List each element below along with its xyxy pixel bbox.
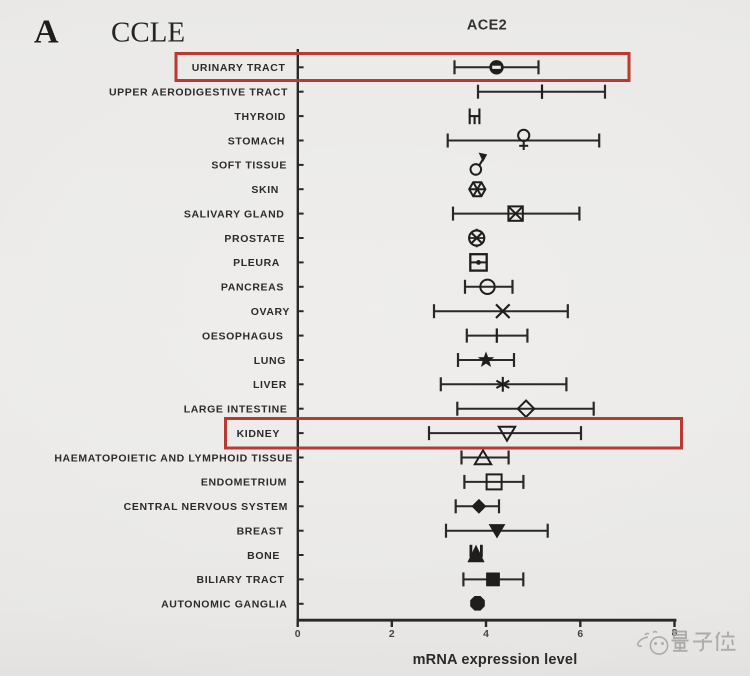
- svg-text:4: 4: [483, 629, 489, 640]
- svg-text:BREAST: BREAST: [237, 526, 284, 538]
- svg-text:mRNA expression level: mRNA expression level: [413, 652, 578, 668]
- svg-text:CENTRAL NERVOUS SYSTEM: CENTRAL NERVOUS SYSTEM: [124, 501, 288, 513]
- svg-text:LARGE INTESTINE: LARGE INTESTINE: [184, 404, 288, 416]
- svg-text:OVARY: OVARY: [251, 306, 290, 318]
- svg-text:HAEMATOPOIETIC AND LYMPHOID TI: HAEMATOPOIETIC AND LYMPHOID TISSUE: [54, 452, 293, 464]
- svg-text:SOFT TISSUE: SOFT TISSUE: [211, 160, 287, 172]
- svg-text:PROSTATE: PROSTATE: [224, 233, 285, 245]
- svg-text:UPPER AERODIGESTIVE TRACT: UPPER AERODIGESTIVE TRACT: [109, 87, 288, 99]
- svg-text:CCLE: CCLE: [111, 17, 185, 49]
- svg-text:SKIN: SKIN: [251, 184, 279, 196]
- svg-text:6: 6: [577, 629, 583, 640]
- svg-text:PLEURA: PLEURA: [233, 257, 280, 269]
- svg-text:BONE: BONE: [247, 550, 280, 562]
- svg-text:URINARY TRACT: URINARY TRACT: [192, 62, 286, 74]
- svg-text:LIVER: LIVER: [253, 379, 287, 391]
- svg-text:ACE2: ACE2: [467, 18, 507, 34]
- svg-text:KIDNEY: KIDNEY: [237, 428, 280, 440]
- svg-text:THYROID: THYROID: [234, 111, 286, 123]
- svg-text:SALIVARY GLAND: SALIVARY GLAND: [184, 208, 285, 220]
- svg-text:LUNG: LUNG: [254, 355, 286, 367]
- svg-text:2: 2: [389, 629, 395, 640]
- svg-text:ENDOMETRIUM: ENDOMETRIUM: [201, 477, 287, 489]
- svg-text:A: A: [34, 14, 59, 51]
- svg-text:BILIARY TRACT: BILIARY TRACT: [197, 574, 285, 586]
- svg-text:OESOPHAGUS: OESOPHAGUS: [202, 330, 283, 342]
- svg-text:0: 0: [295, 629, 301, 640]
- svg-text:PANCREAS: PANCREAS: [221, 282, 284, 294]
- svg-text:AUTONOMIC GANGLIA: AUTONOMIC GANGLIA: [161, 599, 287, 611]
- svg-text:STOMACH: STOMACH: [228, 135, 285, 147]
